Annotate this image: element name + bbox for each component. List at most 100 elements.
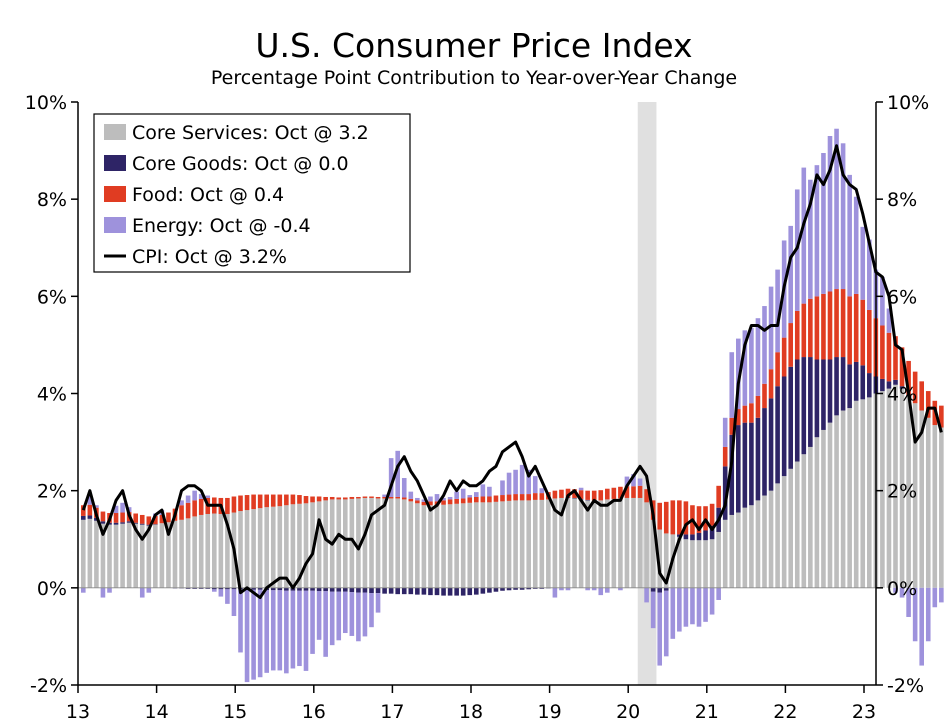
y-tick-label-right: 0%: [887, 578, 917, 600]
bar-core-services: [696, 540, 702, 588]
bar-food: [755, 395, 761, 418]
bar-energy: [840, 143, 846, 290]
bar-core-services: [631, 497, 636, 588]
bar-core-services: [369, 497, 374, 588]
bar-core-goods: [270, 587, 276, 591]
bar-food: [526, 494, 531, 501]
bar-food: [781, 337, 787, 377]
bar-core-services: [821, 429, 826, 588]
bar-energy: [906, 587, 911, 617]
bar-food: [401, 497, 407, 500]
bar-food: [834, 289, 839, 358]
bar-energy: [565, 587, 571, 591]
bar-food: [585, 490, 590, 500]
bar-core-goods: [781, 376, 787, 477]
bar-food: [808, 298, 813, 358]
bar-food: [316, 496, 322, 502]
bar-food: [284, 494, 289, 506]
bar-food: [343, 497, 348, 500]
bar-energy: [880, 276, 885, 326]
bar-core-goods: [768, 398, 774, 491]
bar-energy: [808, 179, 813, 299]
bar-food: [369, 496, 374, 498]
bar-food: [100, 511, 106, 522]
bar-core-goods: [388, 587, 394, 594]
bar-core-goods: [329, 587, 335, 592]
bar-energy: [670, 587, 676, 639]
bar-core-goods: [107, 522, 112, 525]
bar-energy: [460, 488, 466, 499]
bar-core-services: [637, 497, 643, 588]
bar-energy: [120, 502, 125, 513]
bar-core-services: [81, 519, 86, 588]
bar-energy: [205, 495, 211, 498]
bar-energy: [598, 587, 604, 596]
bar-food: [133, 513, 138, 523]
bar-energy: [716, 587, 721, 600]
bar-core-goods: [500, 587, 505, 591]
bar-core-services: [585, 500, 590, 588]
bar-core-services: [906, 395, 911, 588]
bar-energy: [618, 587, 623, 591]
bar-energy: [677, 587, 682, 632]
bar-core-services: [663, 533, 669, 588]
bar-energy: [303, 590, 309, 671]
bar-core-services: [919, 410, 924, 588]
bar-core-services: [218, 513, 224, 588]
bar-food: [559, 489, 564, 498]
bar-core-goods: [251, 587, 256, 590]
bar-core-goods: [192, 587, 197, 589]
bar-core-services: [867, 397, 872, 588]
bar-core-services: [853, 400, 859, 588]
bar-energy: [310, 590, 315, 654]
bar-core-services: [126, 522, 132, 588]
bar-core-goods: [303, 587, 309, 591]
bar-core-goods: [349, 587, 355, 593]
bar-core-services: [709, 539, 715, 588]
bar-core-services: [349, 498, 355, 588]
bar-energy: [257, 589, 263, 678]
bar-core-goods: [316, 587, 322, 592]
bar-core-services: [559, 497, 564, 588]
bar-food: [801, 303, 807, 358]
bar-core-services: [493, 501, 499, 588]
bar-energy: [454, 491, 459, 499]
bar-core-services: [539, 499, 545, 588]
bar-food: [794, 310, 800, 360]
legend-label-cpi: CPI: Oct @ 3.2%: [132, 246, 287, 268]
bar-core-goods: [827, 359, 833, 423]
bar-energy: [912, 587, 918, 642]
legend-swatch-core-goods: [104, 155, 126, 171]
bar-energy: [788, 225, 793, 324]
bar-food: [460, 498, 466, 504]
bar-core-goods: [323, 587, 328, 592]
bar-food: [198, 498, 204, 515]
bar-core-services: [552, 498, 558, 588]
bar-core-services: [185, 518, 191, 588]
bar-core-goods: [81, 515, 86, 520]
bar-core-services: [847, 408, 852, 588]
bar-energy: [853, 196, 859, 294]
bar-energy: [919, 587, 924, 666]
bar-energy: [867, 239, 872, 310]
bar-food: [257, 494, 263, 509]
bar-core-goods: [375, 587, 381, 594]
bar-core-services: [336, 499, 342, 588]
bar-food: [657, 502, 662, 530]
bar-core-goods: [788, 366, 793, 469]
bar-food: [729, 417, 735, 435]
bar-core-services: [722, 519, 728, 588]
bar-food: [467, 497, 473, 503]
bar-energy: [107, 587, 112, 593]
bar-core-services: [244, 510, 250, 588]
bar-energy: [827, 136, 833, 292]
bar-core-services: [382, 498, 387, 588]
bar-core-services: [683, 539, 689, 588]
bar-core-goods: [113, 522, 119, 525]
bar-energy: [703, 587, 708, 622]
bar-core-goods: [139, 523, 145, 525]
bar-food: [323, 496, 328, 501]
bar-core-goods: [480, 587, 486, 594]
bar-core-goods: [493, 587, 499, 592]
bar-core-services: [526, 500, 531, 588]
